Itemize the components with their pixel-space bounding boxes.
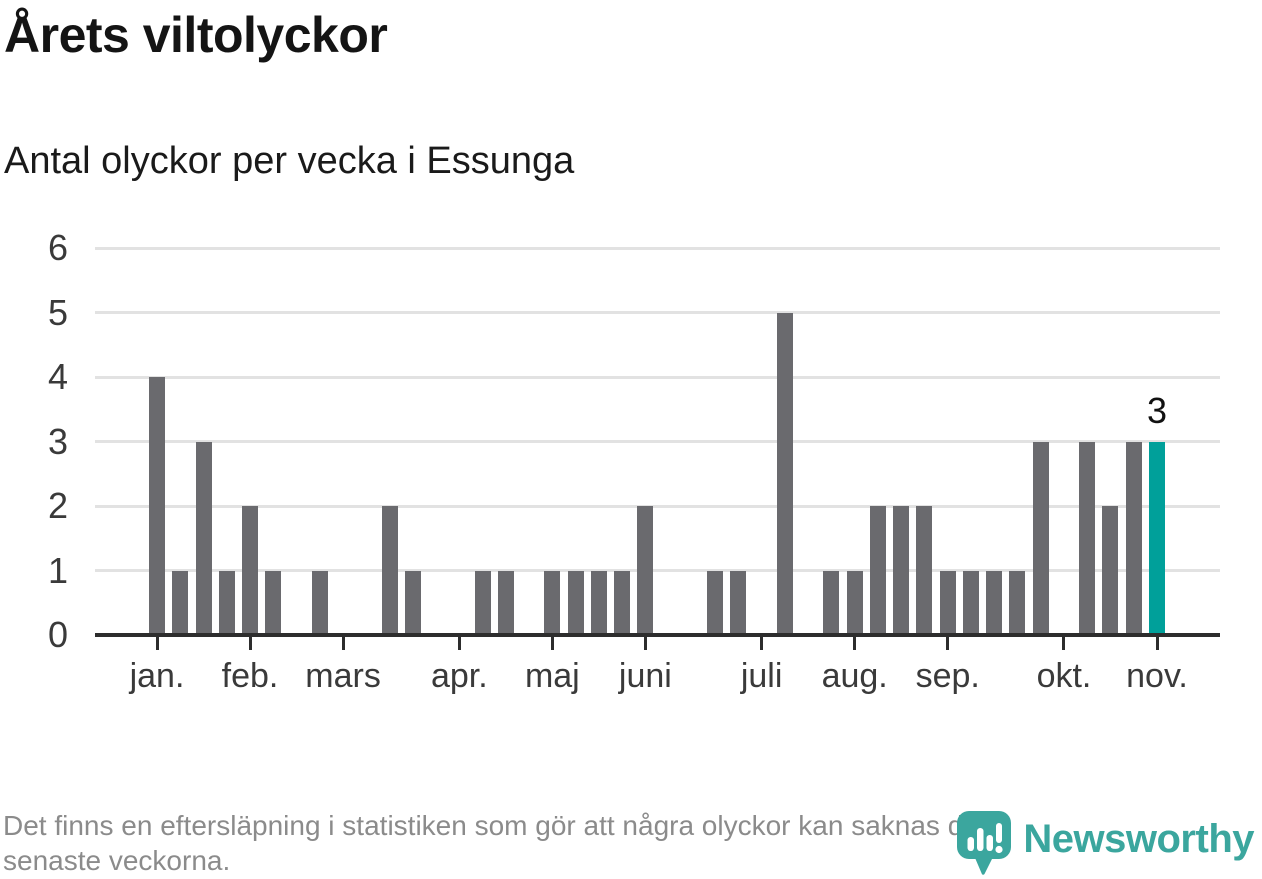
bar-week-42 (1102, 506, 1119, 635)
y-axis-label-6: 6 (47, 227, 68, 268)
bar-week-2 (172, 570, 189, 635)
x-axis-label-sep: sep. (915, 657, 980, 695)
bar-week-36 (962, 570, 979, 635)
y-gridline-2 (95, 504, 1220, 508)
x-axis-label-mars: mars (305, 657, 381, 695)
y-axis-label-3: 3 (47, 420, 68, 462)
x-tick-maj (550, 637, 554, 650)
bar-week-20 (590, 570, 607, 635)
x-axis-label-jan: jan. (129, 657, 185, 695)
footer-note-line: Det finns en eftersläpning i statistiken… (3, 810, 979, 841)
bar-week-15 (474, 570, 491, 635)
bar-week-8 (311, 570, 328, 635)
x-tick-feb (248, 637, 252, 650)
y-gridline-5 (95, 311, 1220, 314)
x-axis-label-okt: okt. (1036, 657, 1092, 695)
bar-week-31 (846, 570, 863, 635)
bar-week-16 (497, 570, 514, 635)
bar-week-32 (869, 506, 886, 635)
bar-week-44 (1149, 441, 1165, 635)
x-axis-label-apr: apr. (430, 657, 488, 695)
bar-week-25 (707, 570, 724, 635)
x-tick-apr (457, 637, 461, 650)
bar-week-12 (404, 570, 421, 635)
newsworthy-logo: Newsworthy (957, 811, 1254, 877)
y-gridline-3 (95, 440, 1220, 443)
bar-week-41 (1079, 441, 1096, 635)
x-tick-okt (1062, 637, 1066, 650)
bar-week-19 (567, 570, 584, 635)
bar-week-6 (265, 570, 282, 635)
y-gridline-1 (95, 569, 1220, 572)
bar-week-22 (637, 506, 654, 635)
newsworthy-bubble-chart-icon (957, 811, 1012, 875)
bar-week-4 (218, 570, 235, 635)
x-axis-label-aug: aug. (821, 657, 888, 695)
chart-subtitle: Antal olyckor per vecka i Essunga (4, 140, 575, 182)
y-gridline-6 (95, 246, 1220, 250)
bar-week-28 (776, 312, 793, 635)
x-tick-sep (946, 637, 950, 650)
y-axis-label-4: 4 (47, 356, 68, 397)
bar-week-5 (242, 506, 259, 635)
x-axis-label-feb: feb. (221, 657, 279, 695)
bar-week-37 (986, 570, 1003, 635)
x-tick-juli (760, 637, 764, 650)
bar-week-39 (1032, 441, 1049, 635)
page-title: Årets viltolyckor (4, 7, 388, 63)
x-tick-nov (1155, 637, 1159, 650)
x-axis-label-maj: maj (524, 657, 580, 695)
highlight-value-label: 3 (1146, 389, 1168, 431)
newsworthy-wordmark: Newsworthy (1023, 817, 1254, 861)
x-tick-mars (341, 637, 345, 650)
bar-week-18 (544, 570, 561, 635)
x-tick-aug (853, 637, 857, 650)
bar-week-11 (381, 506, 398, 635)
bar-week-1 (149, 377, 165, 635)
x-axis-label-juni: juni (618, 657, 672, 695)
bar-week-35 (939, 570, 956, 635)
x-tick-jan (155, 637, 159, 650)
bar-week-3 (195, 441, 212, 635)
bar-week-26 (730, 570, 747, 635)
bar-week-34 (916, 506, 933, 635)
bar-week-30 (823, 570, 840, 635)
bar-week-33 (893, 506, 910, 635)
bar-week-21 (614, 570, 631, 635)
bar-week-38 (1009, 570, 1026, 635)
x-tick-juni (643, 637, 647, 650)
x-axis-label-juli: juli (740, 657, 783, 695)
bar-week-43 (1125, 441, 1142, 635)
y-axis-label-0: 0 (47, 614, 68, 655)
y-axis-label-5: 5 (47, 291, 68, 333)
x-axis-line (95, 633, 1220, 637)
x-axis-label-nov: nov. (1126, 657, 1188, 695)
footer-note: Det finns en eftersläpning i statistiken… (3, 808, 1253, 879)
footer-note-line: senaste veckorna. (3, 845, 231, 877)
y-axis-label-1: 1 (47, 549, 68, 591)
y-gridline-4 (95, 375, 1220, 379)
y-axis-label-2: 2 (47, 485, 68, 526)
